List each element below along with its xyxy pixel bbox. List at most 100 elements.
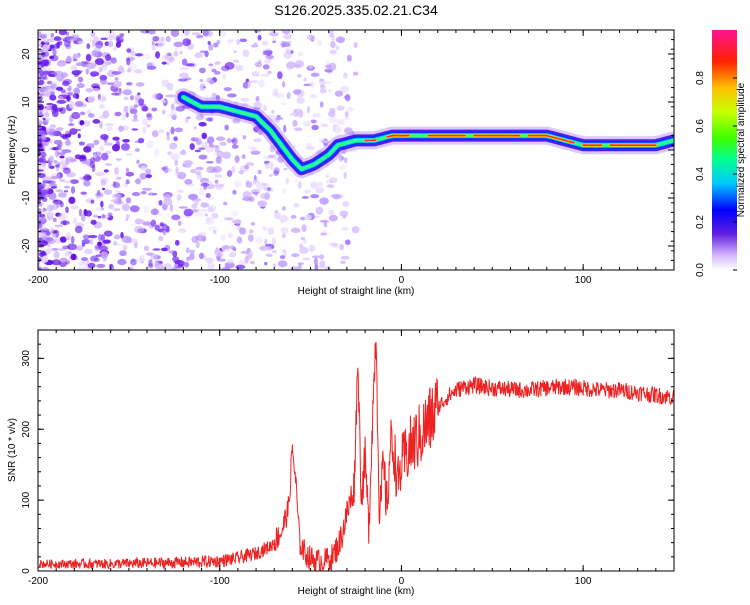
- noise-blob: [174, 172, 179, 176]
- noise-blob: [38, 203, 43, 207]
- noise-blob: [158, 235, 164, 242]
- noise-blob: [38, 216, 43, 220]
- noise-blob: [95, 195, 102, 200]
- noise-blob: [40, 151, 47, 158]
- noise-blob: [56, 41, 61, 49]
- noise-blob: [50, 83, 56, 89]
- noise-blob: [84, 248, 93, 255]
- noise-blob: [232, 59, 240, 63]
- figure-title: S126.2025.335.02.21.C34: [274, 2, 438, 18]
- noise-blob: [57, 172, 61, 180]
- colorbar-gradient: [712, 30, 737, 270]
- noise-blob: [104, 163, 112, 166]
- noise-blob: [38, 227, 47, 231]
- noise-blob: [91, 39, 96, 48]
- noise-blob: [123, 105, 129, 114]
- x-tick-label: 100: [575, 576, 592, 587]
- noise-blob: [149, 191, 153, 196]
- noise-blob: [174, 42, 183, 48]
- noise-blob: [101, 63, 108, 71]
- noise-blob: [86, 109, 92, 115]
- noise-blob: [221, 73, 226, 80]
- noise-blob: [272, 88, 279, 94]
- noise-blob: [230, 210, 239, 217]
- noise-blob: [191, 208, 198, 213]
- noise-blob: [194, 149, 201, 153]
- noise-blob: [224, 62, 235, 70]
- noise-blob: [165, 35, 171, 43]
- noise-blob: [126, 236, 132, 244]
- noise-blob: [294, 113, 300, 117]
- noise-blob: [166, 225, 170, 233]
- noise-blob: [336, 105, 345, 111]
- noise-blob: [86, 43, 91, 50]
- noise-blob: [244, 255, 249, 264]
- noise-blob: [204, 213, 208, 217]
- noise-blob: [146, 124, 151, 128]
- noise-blob: [293, 89, 302, 95]
- noise-blob: [70, 253, 77, 261]
- noise-blob: [252, 42, 258, 47]
- noise-blob: [94, 244, 102, 249]
- noise-blob: [229, 251, 237, 258]
- y-tick-label: 200: [21, 420, 32, 437]
- noise-blob: [63, 40, 71, 48]
- noise-blob: [75, 245, 83, 251]
- noise-blob: [311, 255, 321, 259]
- noise-blob: [316, 39, 322, 47]
- noise-blob: [257, 200, 268, 208]
- noise-blob: [77, 221, 84, 226]
- noise-blob: [64, 140, 72, 146]
- noise-blob: [164, 168, 173, 173]
- noise-blob: [62, 245, 70, 250]
- noise-blob: [179, 67, 189, 71]
- noise-blob: [51, 185, 58, 189]
- noise-blob: [283, 33, 292, 40]
- noise-blob: [97, 233, 102, 242]
- noise-blob: [282, 187, 286, 195]
- noise-blob: [172, 250, 178, 258]
- noise-blob: [86, 62, 91, 71]
- noise-blob: [163, 165, 169, 174]
- noise-blob: [262, 64, 270, 70]
- noise-blob: [87, 95, 95, 103]
- colorbar-tick-label: 0.8: [695, 71, 706, 85]
- noise-blob: [276, 115, 281, 118]
- noise-blob: [281, 42, 291, 48]
- noise-blob: [114, 243, 123, 246]
- noise-blob: [238, 260, 245, 266]
- bottom-plot-frame: [37, 329, 675, 572]
- noise-blob: [175, 166, 179, 174]
- noise-blob: [89, 161, 96, 169]
- noise-blob: [57, 151, 61, 156]
- noise-blob: [91, 164, 96, 173]
- noise-blob: [171, 214, 181, 221]
- noise-blob: [200, 182, 210, 187]
- noise-blob: [114, 111, 122, 117]
- noise-blob: [61, 149, 72, 154]
- noise-blob: [85, 88, 94, 93]
- noise-blob: [267, 187, 272, 191]
- noise-blob: [211, 212, 219, 219]
- noise-blob: [222, 245, 230, 250]
- noise-blob: [294, 60, 304, 68]
- noise-blob: [195, 166, 204, 171]
- noise-blob: [329, 49, 337, 55]
- noise-blob: [304, 214, 312, 221]
- noise-blob: [55, 189, 63, 193]
- noise-blob: [184, 77, 192, 81]
- noise-blob: [102, 187, 106, 191]
- noise-blob: [141, 53, 151, 60]
- noise-blob: [155, 263, 164, 270]
- noise-blob: [216, 183, 221, 186]
- noise-blob: [44, 112, 50, 118]
- noise-blob: [90, 31, 96, 37]
- noise-blob: [38, 38, 41, 43]
- noise-blob: [281, 233, 286, 239]
- noise-blob: [319, 101, 324, 108]
- noise-blob: [157, 40, 165, 48]
- noise-blob: [214, 248, 222, 256]
- noise-blob: [198, 121, 207, 127]
